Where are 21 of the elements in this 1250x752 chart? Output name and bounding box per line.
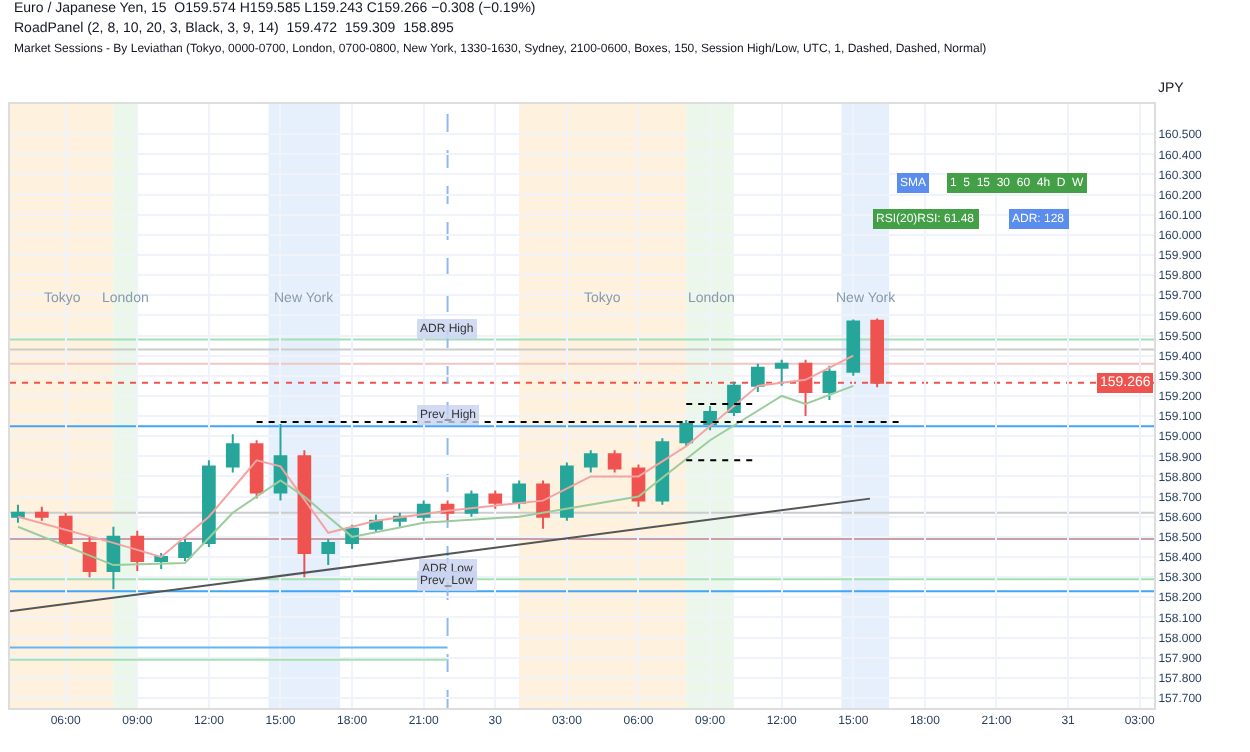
candlestick [750, 362, 765, 393]
candlestick [822, 364, 837, 401]
candlestick [583, 449, 598, 474]
candlestick [512, 479, 526, 510]
candlestick [11, 503, 25, 524]
candlestick [249, 439, 264, 500]
candlestick [321, 537, 336, 567]
candlestick [178, 537, 192, 563]
candlestick [560, 461, 574, 522]
candlestick [58, 511, 73, 548]
candlestick [774, 358, 789, 387]
candlestick [202, 459, 216, 548]
candlestick [225, 433, 240, 474]
candlestick [34, 505, 49, 522]
candlestick [130, 529, 145, 573]
candlestick [679, 419, 694, 448]
candlestick [846, 318, 861, 377]
candlestick [297, 449, 312, 579]
candlestick [607, 449, 622, 474]
candlestick [488, 489, 503, 510]
candlestick [727, 380, 741, 418]
